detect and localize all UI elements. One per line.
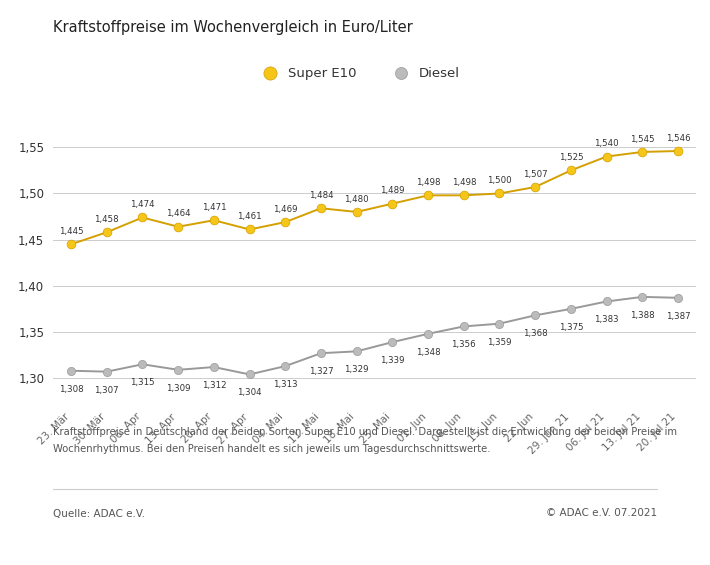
Text: 1,458: 1,458 bbox=[94, 215, 119, 224]
Text: Wochenrhythmus. Bei den Preisen handelt es sich jeweils um Tagesdurchschnittswer: Wochenrhythmus. Bei den Preisen handelt … bbox=[53, 444, 491, 454]
Point bbox=[351, 207, 362, 216]
Text: 1,540: 1,540 bbox=[594, 139, 619, 148]
Point bbox=[208, 216, 219, 225]
Text: Kraftstoffpreise im Wochenvergleich in Euro/Liter: Kraftstoffpreise im Wochenvergleich in E… bbox=[53, 20, 413, 35]
Point bbox=[280, 218, 291, 227]
Text: 1,469: 1,469 bbox=[273, 205, 297, 214]
Text: Kraftstoffpreise in Deutschland der beiden Sorten Super E10 und Diesel. Dargeste: Kraftstoffpreise in Deutschland der beid… bbox=[53, 427, 677, 437]
Text: 1,500: 1,500 bbox=[487, 176, 512, 185]
Text: Quelle: ADAC e.V.: Quelle: ADAC e.V. bbox=[53, 508, 146, 519]
Point bbox=[672, 293, 684, 302]
Point bbox=[387, 199, 398, 208]
Point bbox=[637, 292, 648, 301]
Text: 1,464: 1,464 bbox=[166, 210, 190, 219]
Text: 1,498: 1,498 bbox=[452, 178, 476, 187]
Point bbox=[672, 146, 684, 155]
Text: 1,507: 1,507 bbox=[523, 170, 547, 179]
Text: 1,329: 1,329 bbox=[344, 365, 369, 374]
Text: 1,474: 1,474 bbox=[130, 200, 155, 209]
Text: 1,309: 1,309 bbox=[166, 384, 190, 393]
Point bbox=[264, 69, 275, 78]
Point bbox=[101, 228, 112, 237]
Point bbox=[65, 240, 77, 249]
Text: 1,545: 1,545 bbox=[630, 134, 655, 144]
Text: 1,388: 1,388 bbox=[630, 311, 655, 320]
Point bbox=[387, 338, 398, 347]
Text: 1,375: 1,375 bbox=[559, 323, 583, 332]
Point bbox=[65, 366, 77, 375]
Point bbox=[458, 322, 469, 331]
Point bbox=[493, 319, 505, 328]
Point bbox=[137, 360, 148, 369]
Text: 1,339: 1,339 bbox=[380, 356, 405, 365]
Text: 1,356: 1,356 bbox=[452, 340, 476, 349]
Point bbox=[208, 363, 219, 372]
Point bbox=[137, 213, 148, 222]
Point bbox=[565, 305, 577, 314]
Point bbox=[315, 349, 327, 358]
Text: 1,327: 1,327 bbox=[309, 367, 333, 376]
Text: 1,348: 1,348 bbox=[416, 347, 440, 357]
Text: 1,359: 1,359 bbox=[487, 337, 512, 346]
Text: © ADAC e.V. 07.2021: © ADAC e.V. 07.2021 bbox=[545, 508, 657, 519]
Text: 1,525: 1,525 bbox=[559, 153, 583, 162]
Text: 1,387: 1,387 bbox=[666, 312, 690, 321]
Text: 1,383: 1,383 bbox=[594, 315, 619, 324]
Text: 1,471: 1,471 bbox=[202, 203, 226, 212]
Point bbox=[530, 311, 541, 320]
Text: 1,313: 1,313 bbox=[273, 380, 297, 389]
Point bbox=[422, 191, 434, 200]
Point bbox=[565, 166, 577, 175]
Text: 1,368: 1,368 bbox=[523, 329, 547, 338]
Point bbox=[173, 222, 184, 231]
Text: 1,307: 1,307 bbox=[94, 385, 119, 394]
Text: 1,308: 1,308 bbox=[59, 385, 83, 394]
Point bbox=[351, 347, 362, 356]
Text: 1,315: 1,315 bbox=[130, 378, 155, 387]
Point bbox=[173, 366, 184, 375]
Point bbox=[315, 204, 327, 213]
Text: 1,498: 1,498 bbox=[416, 178, 440, 187]
Text: 1,304: 1,304 bbox=[237, 388, 262, 397]
Text: 1,445: 1,445 bbox=[59, 227, 83, 236]
Text: 1,480: 1,480 bbox=[344, 194, 369, 203]
Text: 1,489: 1,489 bbox=[380, 186, 405, 195]
Point bbox=[637, 147, 648, 157]
Point bbox=[458, 191, 469, 200]
Text: 1,484: 1,484 bbox=[309, 191, 333, 200]
Point bbox=[395, 69, 407, 78]
Text: Super E10: Super E10 bbox=[288, 67, 356, 80]
Point bbox=[530, 182, 541, 192]
Point bbox=[280, 362, 291, 371]
Point bbox=[244, 225, 256, 234]
Text: Diesel: Diesel bbox=[419, 67, 460, 80]
Point bbox=[493, 189, 505, 198]
Point bbox=[601, 152, 612, 161]
Text: 1,312: 1,312 bbox=[202, 381, 226, 390]
Text: 1,546: 1,546 bbox=[666, 134, 690, 143]
Point bbox=[101, 367, 112, 376]
Point bbox=[422, 329, 434, 338]
Point bbox=[601, 297, 612, 306]
Text: 1,461: 1,461 bbox=[237, 212, 262, 221]
Point bbox=[244, 370, 256, 379]
